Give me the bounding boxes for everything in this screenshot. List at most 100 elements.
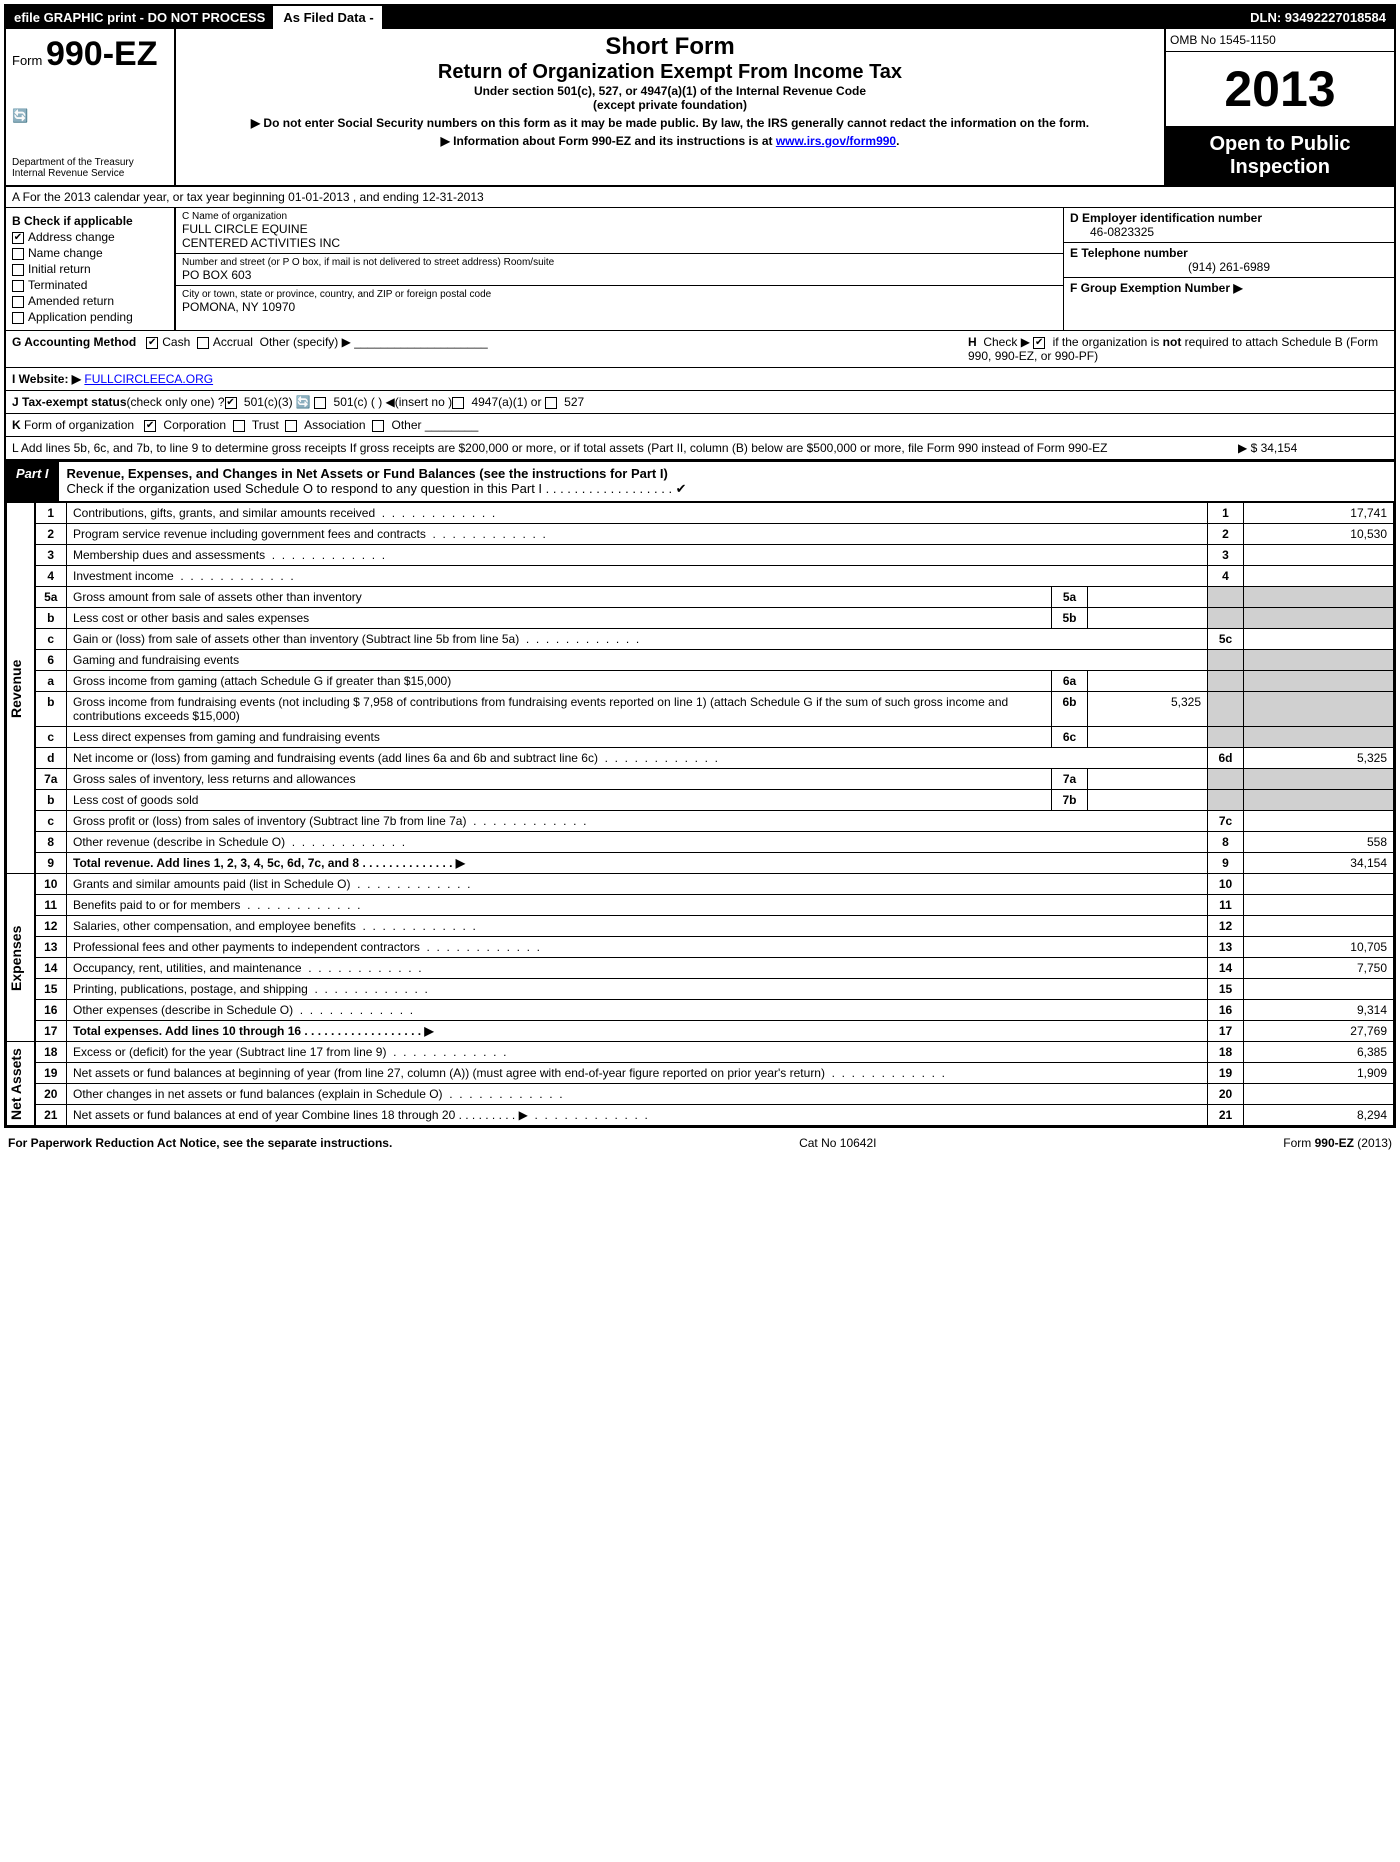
line-number: c [35, 727, 67, 748]
b-checkbox[interactable]: ✔ [12, 232, 24, 244]
as-filed-label: As Filed Data - [275, 6, 381, 29]
main-title: Return of Organization Exempt From Incom… [186, 61, 1154, 84]
table-row: 11Benefits paid to or for members . . . … [7, 895, 1394, 916]
table-row: 12Salaries, other compensation, and empl… [7, 916, 1394, 937]
telephone-value: (914) 261-6989 [1070, 260, 1388, 274]
table-row: 21Net assets or fund balances at end of … [7, 1105, 1394, 1126]
table-row: 2Program service revenue including gover… [7, 524, 1394, 545]
table-row: 6Gaming and fundraising events [7, 650, 1394, 671]
section-j: J Tax-exempt status(check only one) ?✔ 5… [6, 391, 1394, 414]
open-inspection: Open to Public Inspection [1166, 127, 1394, 185]
line-number: b [35, 608, 67, 629]
table-row: aGross income from gaming (attach Schedu… [7, 671, 1394, 692]
line-number: 11 [35, 895, 67, 916]
line-number: 15 [35, 979, 67, 1000]
table-row: 19Net assets or fund balances at beginni… [7, 1063, 1394, 1084]
b-checkbox[interactable] [12, 312, 24, 324]
line-amount: 10,705 [1244, 937, 1394, 958]
line-number: 21 [35, 1105, 67, 1126]
line-number: 19 [35, 1063, 67, 1084]
line-number: b [35, 692, 67, 727]
row-a-tax-year: A For the 2013 calendar year, or tax yea… [6, 187, 1394, 208]
line-amount [1244, 811, 1394, 832]
irs-link[interactable]: www.irs.gov/form990 [776, 134, 896, 148]
table-row: cGain or (loss) from sale of assets othe… [7, 629, 1394, 650]
part-1-table: Revenue1Contributions, gifts, grants, an… [6, 502, 1394, 1126]
table-row: bLess cost of goods sold7b [7, 790, 1394, 811]
line-amount [1244, 979, 1394, 1000]
line-amount: 6,385 [1244, 1042, 1394, 1063]
table-row: 15Printing, publications, postage, and s… [7, 979, 1394, 1000]
h-checkbox[interactable]: ✔ [1033, 337, 1045, 349]
b-checkbox[interactable] [12, 296, 24, 308]
line-amount [1244, 874, 1394, 895]
b-checkbox[interactable] [12, 248, 24, 260]
table-row: bGross income from fundraising events (n… [7, 692, 1394, 727]
header-right: OMB No 1545-1150 2013 Open to Public Ins… [1164, 29, 1394, 185]
table-row: 9Total revenue. Add lines 1, 2, 3, 4, 5c… [7, 853, 1394, 874]
line-amount [1244, 545, 1394, 566]
form-header: Form 990-EZ 🔄 Department of the Treasury… [6, 29, 1394, 187]
line-amount: 27,769 [1244, 1021, 1394, 1042]
line-number: 13 [35, 937, 67, 958]
table-row: 14Occupancy, rent, utilities, and mainte… [7, 958, 1394, 979]
cash-checkbox[interactable]: ✔ [146, 337, 158, 349]
omb-number: OMB No 1545-1150 [1166, 29, 1394, 52]
short-form-title: Short Form [186, 33, 1154, 61]
org-street: PO BOX 603 [182, 268, 1057, 282]
line-number: 3 [35, 545, 67, 566]
org-name: FULL CIRCLE EQUINE [182, 222, 1057, 236]
line-number: 9 [35, 853, 67, 874]
table-row: Net Assets18Excess or (deficit) for the … [7, 1042, 1394, 1063]
table-row: 7aGross sales of inventory, less returns… [7, 769, 1394, 790]
part-1-header: Part I Revenue, Expenses, and Changes in… [6, 460, 1394, 502]
table-row: 17Total expenses. Add lines 10 through 1… [7, 1021, 1394, 1042]
line-amount: 558 [1244, 832, 1394, 853]
website-link[interactable]: FULLCIRCLEECA.ORG [84, 372, 213, 386]
line-amount [1244, 895, 1394, 916]
gross-receipts-amount: ▶ $ 34,154 [1238, 441, 1388, 455]
line-number: a [35, 671, 67, 692]
table-row: 5aGross amount from sale of assets other… [7, 587, 1394, 608]
efile-label: efile GRAPHIC print - DO NOT PROCESS [6, 6, 275, 29]
line-number: 17 [35, 1021, 67, 1042]
table-row: cGross profit or (loss) from sales of in… [7, 811, 1394, 832]
section-label: Expenses [7, 874, 35, 1042]
top-bar: efile GRAPHIC print - DO NOT PROCESS As … [6, 6, 1394, 29]
line-number: 5a [35, 587, 67, 608]
section-label: Net Assets [7, 1042, 35, 1126]
table-row: 16Other expenses (describe in Schedule O… [7, 1000, 1394, 1021]
page-footer: For Paperwork Reduction Act Notice, see … [0, 1132, 1400, 1154]
line-amount [1244, 916, 1394, 937]
col-b-checkboxes: B Check if applicable ✔Address changeNam… [6, 208, 176, 330]
header-center: Short Form Return of Organization Exempt… [176, 29, 1164, 185]
header-left: Form 990-EZ 🔄 Department of the Treasury… [6, 29, 176, 185]
line-number: c [35, 629, 67, 650]
section-g-h: G Accounting Method ✔Cash Accrual Other … [6, 331, 1394, 368]
table-row: 4Investment income . . . . . . . . . . .… [7, 566, 1394, 587]
line-number: 18 [35, 1042, 67, 1063]
line-amount: 8,294 [1244, 1105, 1394, 1126]
section-i-website: I Website: ▶ FULLCIRCLEECA.ORG [6, 368, 1394, 391]
line-number: 12 [35, 916, 67, 937]
b-checkbox[interactable] [12, 280, 24, 292]
line-number: 4 [35, 566, 67, 587]
line-number: c [35, 811, 67, 832]
line-number: 8 [35, 832, 67, 853]
table-row: cLess direct expenses from gaming and fu… [7, 727, 1394, 748]
line-number: 6 [35, 650, 67, 671]
line-number: 16 [35, 1000, 67, 1021]
accrual-checkbox[interactable] [197, 337, 209, 349]
b-checkbox[interactable] [12, 264, 24, 276]
table-row: 3Membership dues and assessments . . . .… [7, 545, 1394, 566]
ein-value: 46-0823325 [1070, 225, 1388, 239]
line-number: 10 [35, 874, 67, 895]
line-amount: 34,154 [1244, 853, 1394, 874]
section-label: Revenue [7, 503, 35, 874]
line-amount [1244, 629, 1394, 650]
line-number: 1 [35, 503, 67, 524]
line-number: 7a [35, 769, 67, 790]
table-row: dNet income or (loss) from gaming and fu… [7, 748, 1394, 769]
section-b-c-d: B Check if applicable ✔Address changeNam… [6, 208, 1394, 331]
line-amount: 10,530 [1244, 524, 1394, 545]
